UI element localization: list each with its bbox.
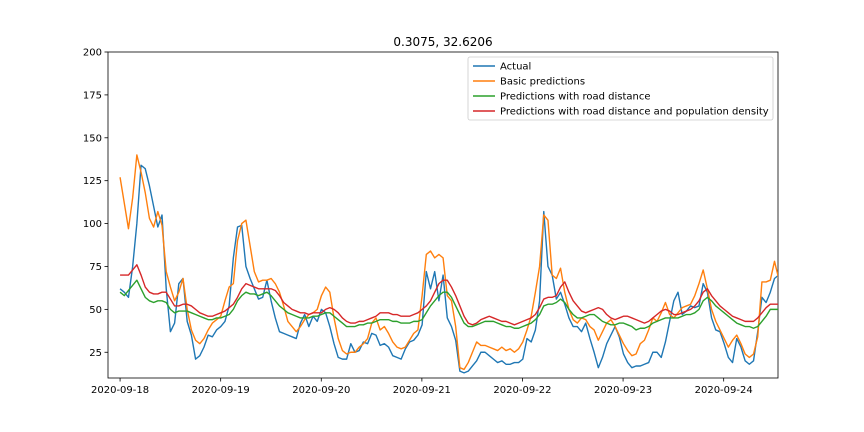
series-line-0 — [119, 164, 778, 374]
y-tick-label: 75 — [89, 262, 102, 273]
legend-label-1: Basic predictions — [500, 77, 585, 88]
x-tick-label: 2020-09-20 — [292, 385, 350, 396]
y-tick-label: 50 — [89, 305, 102, 316]
y-tick-label: 25 — [89, 348, 102, 359]
legend-label-2: Predictions with road distance — [500, 92, 651, 103]
series-line-1 — [119, 154, 778, 371]
x-tick-label: 2020-09-21 — [393, 385, 451, 396]
legend-label-3: Predictions with road distance and popul… — [500, 107, 769, 118]
y-tick-label: 150 — [83, 133, 102, 144]
x-tick-label: 2020-09-23 — [594, 385, 652, 396]
legend-label-0: Actual — [500, 62, 531, 73]
plot-lines — [119, 154, 778, 374]
x-tick-label: 2020-09-19 — [192, 385, 250, 396]
x-tick-label: 2020-09-22 — [493, 385, 551, 396]
x-tick-label: 2020-09-24 — [695, 385, 753, 396]
chart-title: 0.3075, 32.6206 — [393, 35, 492, 49]
x-tick-label: 2020-09-18 — [91, 385, 149, 396]
y-tick-label: 100 — [83, 219, 102, 230]
y-tick-label: 125 — [83, 176, 102, 187]
y-tick-label: 175 — [83, 90, 102, 101]
series-line-3 — [120, 264, 778, 326]
legend: Actual Basic predictions Predictions with … — [467, 56, 774, 121]
y-tick-label: 200 — [83, 48, 102, 59]
plot-frame — [107, 51, 779, 379]
axes: 25 50 75 100 125 150 175 200 2020-09-18 2020-09-1… — [83, 48, 779, 396]
legend-box — [467, 56, 774, 121]
series-line-2 — [119, 279, 778, 331]
